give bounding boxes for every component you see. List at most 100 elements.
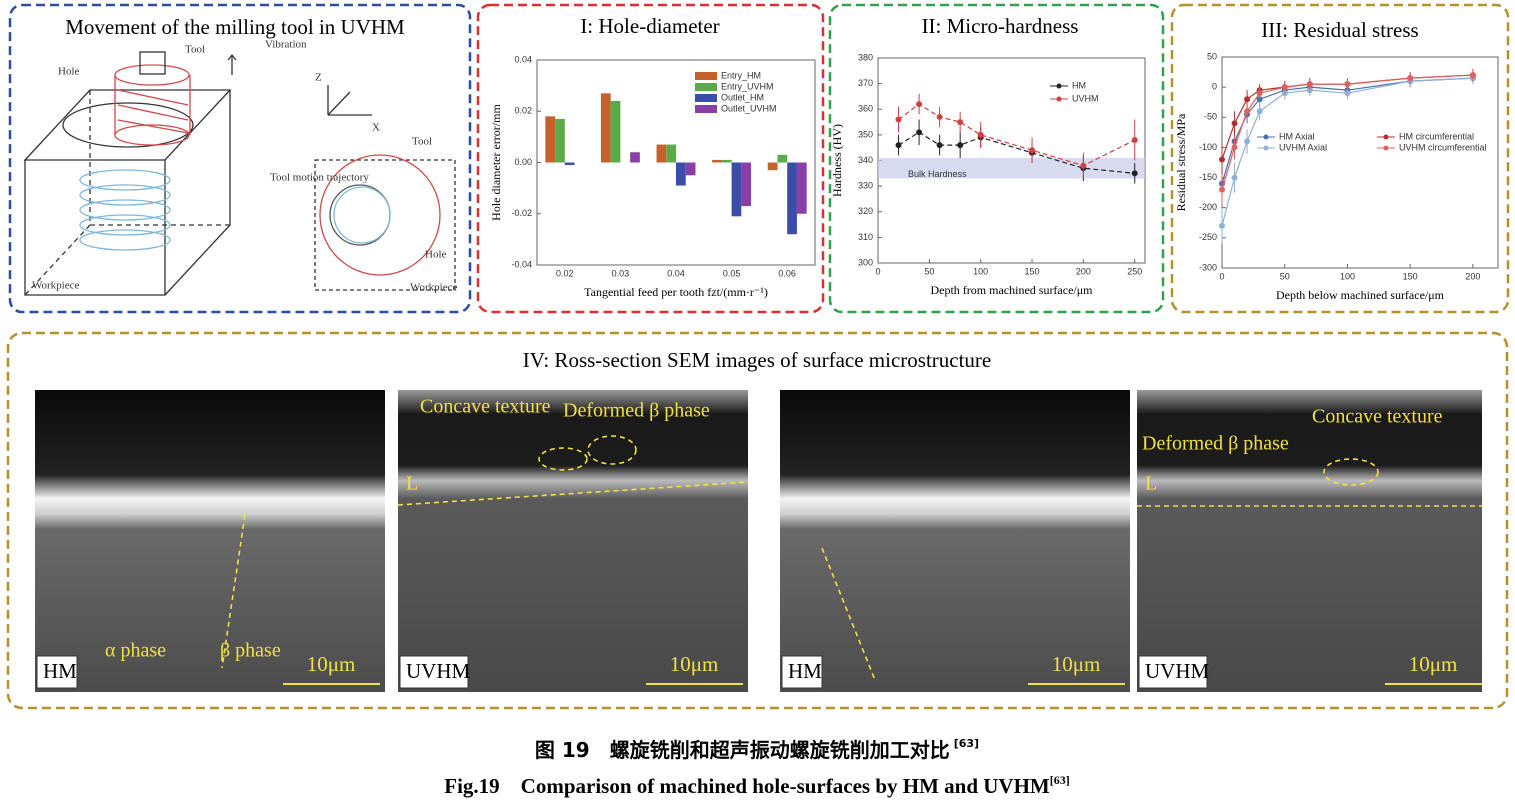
annotation: L [406,473,418,495]
point [1029,147,1036,154]
legend-label: HM Axial [1279,131,1315,141]
point [977,131,984,138]
y-tick-label: -300 [1199,262,1217,272]
panel-frame [476,3,825,314]
point [936,113,943,120]
bulk-band [878,157,1145,179]
point [1344,81,1351,88]
point [936,142,943,149]
annotation: Deformed β phase [563,400,710,422]
caption-text: 图 19 螺旋铣削和超声振动螺旋铣削加工对比 [535,738,950,762]
legend-marker [1056,83,1062,89]
image-label: HM [788,659,822,683]
y-tick-label: 0.00 [514,157,532,167]
y-tick-label: 350 [858,129,873,139]
caption-ref: [63] [1050,773,1070,787]
annotation: β phase [220,640,281,662]
bar [787,162,797,235]
point [1219,156,1225,163]
x-tick-label: 150 [1403,271,1418,281]
x-tick-label: 0 [1219,271,1224,281]
y-tick-label: 330 [858,181,873,191]
panel-frame [8,3,472,314]
diagram-label: Hole [58,66,80,78]
scale-label: 10μm [670,652,719,676]
diagram-label: Vibration [265,39,307,51]
point [916,129,923,136]
caption-en: Fig.19 Comparison of machined hole-surfa… [444,773,1070,798]
legend-marker [1263,134,1269,140]
point [1344,90,1351,97]
bar [741,162,752,207]
y-tick-label: 300 [858,257,873,267]
point [957,142,964,149]
bar [656,144,667,163]
annotation: α phase [105,640,166,662]
chart-title: I: Hole-diameter [580,14,719,38]
legend-swatch [695,83,717,91]
x-tick-label: 0.04 [667,268,685,278]
point [916,101,923,108]
point [895,116,902,123]
image-label: UVHM [406,659,470,683]
legend-swatch [695,72,717,80]
x-tick-label: 0.03 [612,268,630,278]
legend-label: UVHM Axial [1279,142,1327,152]
annotation: Concave texture [420,396,551,418]
y-tick-label: 310 [858,232,873,242]
x-axis-label: Depth below machined surface/μm [1276,288,1445,302]
x-axis-label: Tangential feed per tooth fzt/(mm·r⁻¹) [584,285,768,299]
series-line [898,131,1135,174]
annotation: Concave texture [1312,406,1443,428]
caption-cn: 图 19 螺旋铣削和超声振动螺旋铣削加工对比 [63] [535,737,979,762]
x-tick-label: 50 [924,266,934,276]
x-tick-label: 200 [1465,271,1480,281]
diagram-label: Tool motion trajectory [270,172,369,184]
y-axis-label: Hole diameter error/mm [489,104,503,221]
point [1244,96,1251,103]
panel-title: Movement of the milling tool in UVHM [65,15,405,39]
label-box [36,655,78,689]
diagram-label: Z [315,72,322,84]
label-box [781,655,823,689]
bar [600,93,611,163]
x-tick-label: 150 [1025,266,1040,276]
y-axis-label: Hardness (HV) [830,124,844,197]
y-tick-label: -0.02 [511,208,532,218]
y-tick-label: -150 [1199,172,1217,182]
y-tick-label: -250 [1199,232,1217,242]
sem-image [398,390,748,692]
legend-swatch [695,94,717,102]
y-tick-label: 50 [1207,51,1217,61]
x-tick-label: 100 [973,266,988,276]
legend-label: UVHM [1072,93,1099,103]
x-tick-label: 50 [1280,271,1290,281]
y-tick-label: -200 [1199,202,1217,212]
bar [630,152,640,163]
series-line [898,103,1135,167]
panel-frame [828,3,1165,314]
image-label: HM [43,659,77,683]
image-label: UVHM [1145,659,1209,683]
diagram-label: Hole [425,249,447,261]
sem-image [35,390,385,692]
point [1407,75,1414,82]
legend-label: HM [1072,80,1086,90]
point [1256,90,1263,97]
sem-image [780,390,1130,692]
bar [767,162,778,171]
diagram-drawing [23,51,456,296]
diagram-label: X [372,122,380,134]
x-axis-label: Depth from machined surface/μm [930,283,1093,297]
point [1244,108,1251,115]
point [1219,186,1225,193]
x-tick-label: 250 [1127,266,1142,276]
point [1244,138,1251,145]
point [1231,174,1238,181]
point [1231,144,1238,151]
legend-label: Outlet_HM [721,92,764,102]
legend-marker [1263,145,1269,151]
scale-label: 10μm [307,652,356,676]
